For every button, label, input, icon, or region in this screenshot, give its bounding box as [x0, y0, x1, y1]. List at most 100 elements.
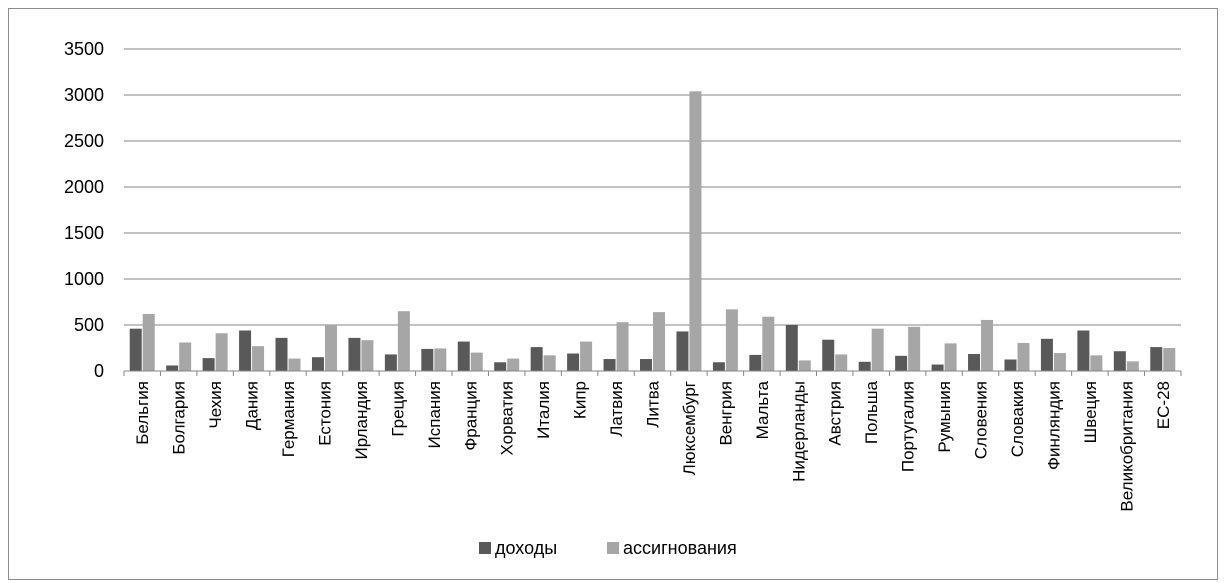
- bar-доходы: [531, 347, 543, 371]
- x-category-label: Хорватия: [498, 381, 517, 455]
- x-category-label: Австрия: [826, 381, 845, 446]
- y-tick-label: 2000: [64, 177, 104, 197]
- bar-ассигнования: [544, 355, 556, 371]
- bar-ассигнования: [653, 312, 665, 371]
- x-category-label: Словакия: [1008, 381, 1027, 457]
- bar-доходы: [1114, 351, 1126, 371]
- x-category-label: Польша: [862, 380, 881, 444]
- x-category-label: Мальта: [753, 380, 772, 439]
- bar-ассигнования: [471, 353, 483, 371]
- bar-ассигнования: [289, 359, 301, 371]
- bar-chart: 0 500 1000 1500 2000 2500 3000 3500 Бельгия Болг…: [9, 9, 1219, 581]
- x-category-label: Кипр: [571, 381, 590, 419]
- legend: доходы ассигнования: [479, 538, 737, 558]
- bar-доходы: [312, 357, 324, 371]
- bar-доходы: [203, 358, 215, 371]
- bar-доходы: [421, 349, 433, 371]
- bar-ассигнования: [580, 342, 592, 371]
- legend-swatch-ассигнования: [607, 542, 619, 554]
- bar-ассигнования: [143, 314, 155, 371]
- bar-доходы: [1077, 331, 1089, 371]
- bar-ассигнования: [945, 343, 957, 371]
- bar-доходы: [1150, 347, 1162, 371]
- bar-ассигнования: [361, 340, 373, 371]
- x-category-label: Испания: [425, 381, 444, 448]
- x-category-label: Болгария: [170, 381, 189, 455]
- bar-доходы: [895, 356, 907, 371]
- bar-доходы: [822, 340, 834, 371]
- bar-доходы: [276, 338, 288, 371]
- bars: [130, 91, 1176, 371]
- bar-ассигнования: [981, 320, 993, 371]
- y-tick-label: 3500: [64, 39, 104, 59]
- y-axis-ticks: 0 500 1000 1500 2000 2500 3000 3500: [64, 39, 104, 381]
- bar-доходы: [713, 362, 725, 371]
- bar-доходы: [749, 355, 761, 371]
- bar-ассигнования: [434, 348, 446, 371]
- y-tick-label: 1500: [64, 223, 104, 243]
- x-category-label: Бельгия: [133, 381, 152, 445]
- bar-доходы: [604, 359, 616, 371]
- bar-ассигнования: [617, 322, 629, 371]
- y-tick-label: 2500: [64, 131, 104, 151]
- x-category-label: Франция: [461, 381, 480, 451]
- x-category-label: Естония: [315, 381, 334, 446]
- y-tick-label: 3000: [64, 85, 104, 105]
- bar-ассигнования: [1054, 353, 1066, 371]
- bar-доходы: [1004, 360, 1016, 372]
- bar-доходы: [640, 359, 652, 371]
- x-category-label: Венгрия: [716, 381, 735, 446]
- x-category-label: Литва: [644, 380, 663, 427]
- x-category-label: Швеция: [1081, 381, 1100, 443]
- x-category-label: Греция: [388, 381, 407, 437]
- bar-доходы: [676, 331, 688, 371]
- bar-доходы: [166, 365, 178, 371]
- x-category-label: Италия: [534, 381, 553, 439]
- x-category-label: Румыния: [935, 381, 954, 453]
- y-tick-label: 1000: [64, 269, 104, 289]
- bar-ассигнования: [1127, 361, 1139, 371]
- x-category-label: Ирландия: [352, 381, 371, 459]
- x-category-label: Германия: [279, 381, 298, 457]
- x-axis-categories: Бельгия Болгария Чехия Дания Германия Естония…: [124, 371, 1181, 512]
- bar-доходы: [968, 354, 980, 371]
- bar-ассигнования: [872, 329, 884, 371]
- bar-ассигнования: [689, 91, 701, 371]
- legend-label: доходы: [495, 538, 557, 558]
- bar-доходы: [567, 354, 579, 371]
- y-tick-label: 500: [74, 315, 104, 335]
- bar-доходы: [932, 365, 944, 371]
- x-category-label: Люксембург: [680, 381, 699, 475]
- gridlines: [124, 49, 1181, 325]
- x-category-label: Дания: [243, 381, 262, 430]
- bar-ассигнования: [507, 359, 519, 371]
- bar-ассигнования: [252, 346, 264, 371]
- bar-доходы: [1041, 339, 1053, 371]
- bar-ассигнования: [762, 317, 774, 371]
- bar-доходы: [458, 342, 470, 371]
- bar-доходы: [130, 329, 142, 371]
- bar-доходы: [859, 362, 871, 371]
- legend-label: ассигнования: [623, 538, 737, 558]
- x-category-label: Португалия: [899, 381, 918, 472]
- bar-ассигнования: [179, 342, 191, 371]
- x-category-label: Словения: [972, 381, 991, 459]
- bar-ассигнования: [1090, 355, 1102, 371]
- chart-frame: 0 500 1000 1500 2000 2500 3000 3500 Бельгия Болг…: [8, 8, 1218, 580]
- legend-swatch-доходы: [479, 542, 491, 554]
- bar-ассигнования: [908, 327, 920, 371]
- x-category-label: Финляндия: [1044, 381, 1063, 470]
- bar-ассигнования: [398, 311, 410, 371]
- bar-ассигнования: [726, 309, 738, 371]
- bar-доходы: [786, 325, 798, 371]
- bar-доходы: [239, 331, 251, 371]
- bar-ассигнования: [799, 360, 811, 371]
- bar-ассигнования: [216, 333, 228, 371]
- bar-доходы: [385, 354, 397, 371]
- bar-доходы: [494, 362, 506, 371]
- y-tick-label: 0: [94, 361, 104, 381]
- x-category-label: Нидерланды: [789, 381, 808, 482]
- bar-ассигнования: [1017, 343, 1029, 371]
- bar-доходы: [348, 338, 360, 371]
- x-category-label: Чехия: [206, 381, 225, 429]
